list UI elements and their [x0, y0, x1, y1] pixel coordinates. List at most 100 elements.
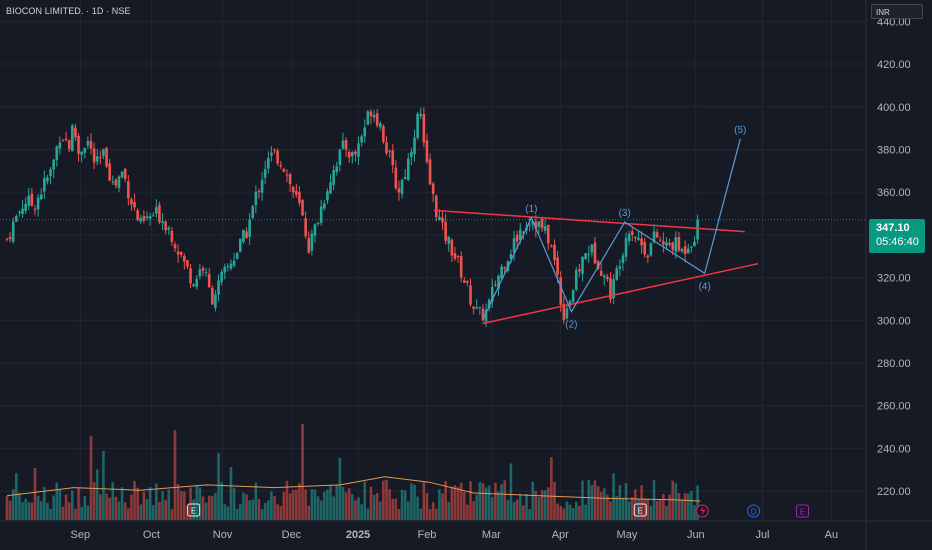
volume-bar [631, 497, 634, 520]
time-tick-label: 2025 [346, 529, 370, 541]
volume-bar [102, 451, 105, 520]
candle-body [55, 146, 58, 160]
volume-bar [370, 487, 373, 520]
volume-bar [469, 481, 472, 520]
volume-bar [295, 490, 298, 520]
candle-body [24, 204, 27, 211]
price-tick-label: 220.00 [877, 486, 911, 498]
volume-bar [211, 496, 214, 520]
candle-body [637, 238, 640, 240]
candle-body [43, 178, 46, 191]
volume-bar [180, 491, 183, 520]
wave-label: (3) [619, 208, 631, 219]
candle-body [528, 225, 531, 226]
candle-body [668, 243, 671, 245]
time-tick-label: May [617, 529, 638, 541]
price-tick-label: 280.00 [877, 358, 911, 370]
volume-bar [345, 492, 348, 520]
volume-bar [267, 500, 270, 520]
candle-body [379, 123, 382, 127]
volume-bar [522, 505, 525, 520]
candle-body [451, 240, 454, 256]
volume-bar [127, 508, 130, 520]
volume-bar [479, 482, 482, 520]
volume-bar [454, 485, 457, 520]
candle-body [332, 170, 335, 185]
volume-bar [382, 481, 385, 520]
candle-body [370, 112, 373, 117]
volume-bar [656, 501, 659, 520]
volume-bar [71, 491, 74, 520]
volume-bar [376, 493, 379, 520]
volume-bar [559, 506, 562, 520]
volume-bar [687, 494, 690, 520]
wave-label: (5) [734, 125, 746, 136]
volume-bar [423, 481, 426, 520]
candle-body [454, 253, 457, 259]
volume-bar [37, 496, 40, 520]
candle-body [208, 274, 211, 287]
candle-body [307, 238, 310, 252]
volume-bar [556, 504, 559, 520]
volume-bar [373, 495, 376, 520]
candle-body [376, 113, 379, 125]
volume-bar [587, 480, 590, 520]
volume-bar [385, 480, 388, 520]
price-tick-label: 360.00 [877, 187, 911, 199]
volume-bar [335, 485, 338, 520]
volume-bar [497, 492, 500, 520]
candle-body [18, 212, 21, 213]
volume-bar [77, 488, 80, 520]
volume-bar [665, 506, 668, 520]
candle-body [199, 270, 202, 277]
volume-bar [388, 489, 391, 520]
volume-bar [264, 503, 267, 520]
candle-body [348, 152, 351, 157]
candle-body [360, 136, 363, 142]
candle-body [264, 169, 267, 178]
candle-body [671, 243, 674, 250]
currency-selector[interactable]: INR [871, 4, 923, 19]
volume-bar [6, 496, 9, 520]
price-tick-label: 420.00 [877, 59, 911, 71]
event-marker-label: E [191, 507, 196, 516]
candle-body [675, 237, 678, 252]
candle-body [628, 234, 631, 241]
candle-body [625, 238, 628, 256]
volume-bar [121, 487, 124, 520]
volume-bar [659, 499, 662, 520]
volume-bar [513, 502, 516, 520]
volume-bar [429, 509, 432, 520]
volume-bar [675, 483, 678, 520]
volume-bar [485, 488, 488, 520]
volume-bar [236, 509, 239, 520]
price-tick-label: 240.00 [877, 443, 911, 455]
volume-bar [488, 486, 491, 520]
candle-body [223, 267, 226, 272]
volume-bar [379, 502, 382, 520]
time-tick-label: Jul [755, 529, 769, 541]
volume-bar [503, 480, 506, 520]
time-tick-label: Mar [482, 529, 501, 541]
candle-body [211, 288, 214, 305]
candle-body [130, 199, 133, 204]
volume-bar [62, 507, 65, 520]
candle-body [108, 164, 111, 181]
volume-bar [647, 499, 650, 520]
volume-bar [668, 495, 671, 520]
volume-bar [68, 502, 71, 520]
volume-bar [242, 492, 245, 520]
volume-bar [99, 494, 102, 520]
volume-bar [130, 495, 133, 520]
time-tick-label: Dec [282, 529, 302, 541]
volume-bar [270, 492, 273, 520]
event-marker-label: E [800, 508, 805, 517]
candle-body [217, 280, 220, 294]
candle-body [87, 141, 90, 145]
volume-bar [457, 487, 460, 520]
volume-bar [609, 501, 612, 520]
volume-bar [528, 509, 531, 520]
volume-bar [566, 501, 569, 520]
volume-bar [24, 499, 27, 520]
